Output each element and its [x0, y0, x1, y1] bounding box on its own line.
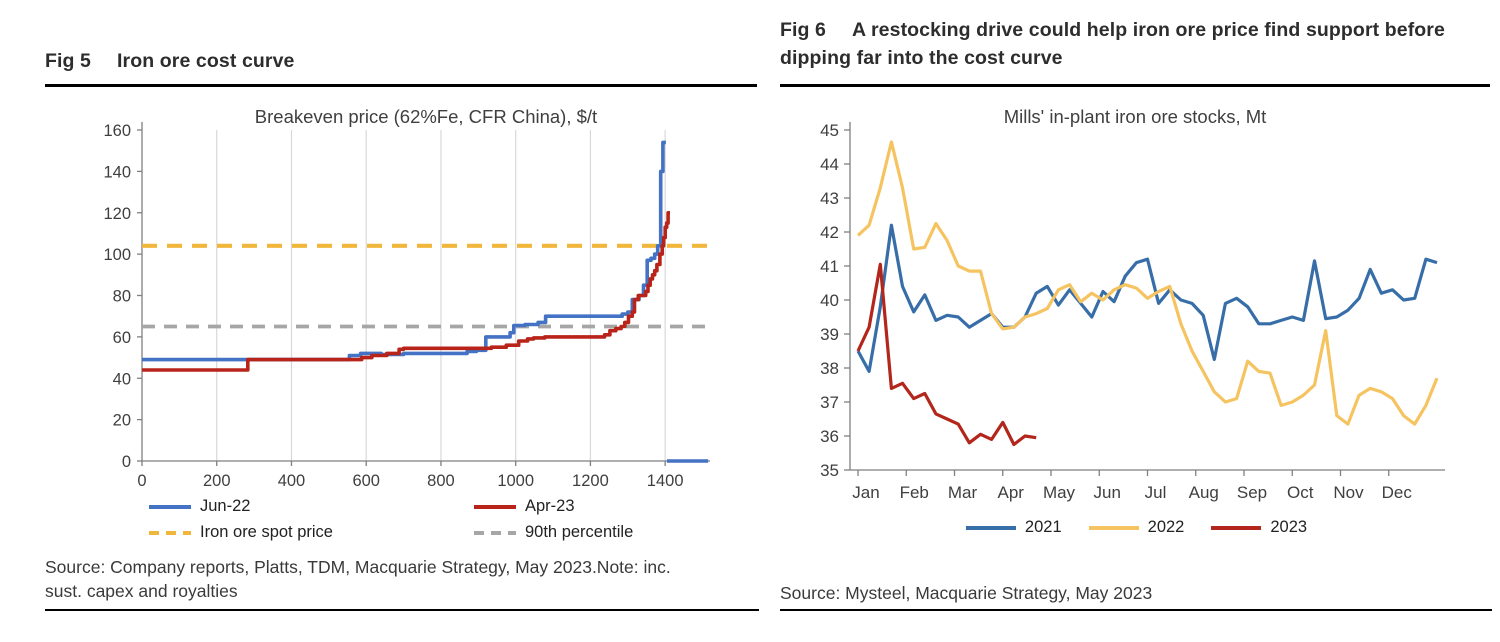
tick-label: Breakeven price (62%Fe, CFR China), $/t [255, 106, 597, 127]
legend-line-icon [1211, 525, 1262, 530]
tick-label: 1000 [497, 472, 534, 490]
legend-line-icon [149, 530, 191, 535]
tick-label: Jun [1094, 483, 1121, 502]
tick-label: 600 [352, 472, 380, 490]
tick-label: Feb [900, 483, 929, 502]
legend-line-icon [1088, 525, 1139, 530]
fig6-bottom-rule [780, 609, 1492, 611]
legend-label: 90th percentile [525, 523, 634, 541]
tick-label: 39 [820, 325, 839, 344]
tick-label: Apr [998, 483, 1025, 502]
legend-label: 2021 [1024, 518, 1062, 536]
tick-label: 140 [103, 163, 131, 181]
legend-line-icon [149, 504, 191, 509]
tick-label: 120 [103, 205, 131, 223]
tick-label: May [1043, 483, 1076, 502]
fig6-legend: 2021 2022 2023 [780, 518, 1492, 537]
legend-line-icon [474, 504, 516, 509]
legend-item-90th-percentile: 90th percentile [473, 523, 863, 542]
tick-label: Mills' in-plant iron ore stocks, Mt [1004, 106, 1267, 127]
tick-label: Jan [852, 483, 879, 502]
tick-label: 1400 [647, 472, 684, 490]
series-2021 [856, 223, 1438, 373]
legend-item-2023: 2023 [1210, 518, 1307, 537]
series-2023 [856, 262, 1037, 447]
legend-item-2022: 2022 [1088, 518, 1185, 537]
tick-label: 40 [113, 370, 131, 388]
legend-label: Jun-22 [200, 497, 251, 515]
fig5-bottom-rule [45, 609, 759, 611]
tick-label: 100 [103, 246, 131, 264]
fig6-title: A restocking drive could help iron ore p… [780, 19, 1445, 69]
fig6-stocks-chart: Mills' in-plant iron ore stocks, Mt 35 36 3… [820, 106, 1445, 502]
tick-label: Oct [1287, 483, 1314, 502]
legend-line-icon [474, 530, 516, 535]
tick-label: 42 [820, 223, 839, 242]
legend-item-iron-ore-spot-price: Iron ore spot price [148, 523, 473, 542]
legend-item-jun-22: Jun-22 [148, 497, 473, 516]
tick-label: 35 [820, 461, 839, 480]
fig5-cost-curve-chart: Breakeven price (62%Fe, CFR China), $/t 0… [103, 106, 710, 490]
tick-label: 37 [820, 393, 839, 412]
legend-label: Apr-23 [525, 497, 575, 515]
legend-item-apr-23: Apr-23 [473, 497, 863, 516]
tick-label: Nov [1333, 483, 1364, 502]
series-Jun-22 [142, 140, 666, 362]
tick-label: 1200 [572, 472, 609, 490]
tick-label: Dec [1382, 483, 1413, 502]
tick-label: 0 [137, 472, 146, 490]
fig6-source: Source: Mysteel, Macquarie Strategy, May… [780, 583, 1153, 603]
legend-line-icon [965, 525, 1016, 530]
tick-label: 44 [820, 155, 839, 174]
tick-label: Mar [948, 483, 978, 502]
legend-label: 2022 [1147, 518, 1185, 536]
tick-label: 60 [113, 329, 131, 347]
legend-label: Iron ore spot price [200, 523, 333, 541]
tick-label: 200 [203, 472, 231, 490]
tick-label: 160 [103, 122, 131, 140]
fig5-header: Fig 5 Iron ore cost curve [45, 48, 760, 76]
fig6-header-rule [780, 84, 1490, 87]
tick-label: 43 [820, 189, 839, 208]
tick-label: Aug [1189, 483, 1219, 502]
tick-label: Sep [1237, 483, 1267, 502]
series-Apr-23 [142, 211, 670, 372]
tick-label: 45 [820, 121, 839, 140]
series-2022 [856, 140, 1439, 426]
tick-label: 36 [820, 427, 839, 446]
fig5-label: Fig 5 [45, 50, 92, 72]
fig5-source: Source: Company reports, Platts, TDM, Ma… [45, 557, 671, 601]
fig5-header-rule [45, 84, 757, 87]
tick-label: 80 [113, 288, 131, 306]
tick-label: 800 [427, 472, 455, 490]
tick-label: 400 [278, 472, 306, 490]
tick-label: 38 [820, 359, 839, 378]
tick-label: 40 [820, 291, 839, 310]
tick-label: Jul [1145, 483, 1167, 502]
tick-label: 20 [113, 412, 131, 430]
legend-label: 2023 [1270, 518, 1308, 536]
fig5-legend: Jun-22 Apr-23 Iron ore spot price 90th perc… [45, 497, 863, 542]
fig5-title: Iron ore cost curve [117, 50, 295, 72]
fig6-label: Fig 6 [780, 19, 827, 41]
tick-label: 0 [122, 453, 131, 471]
tick-label: 41 [820, 257, 839, 276]
legend-item-2021: 2021 [965, 518, 1062, 537]
